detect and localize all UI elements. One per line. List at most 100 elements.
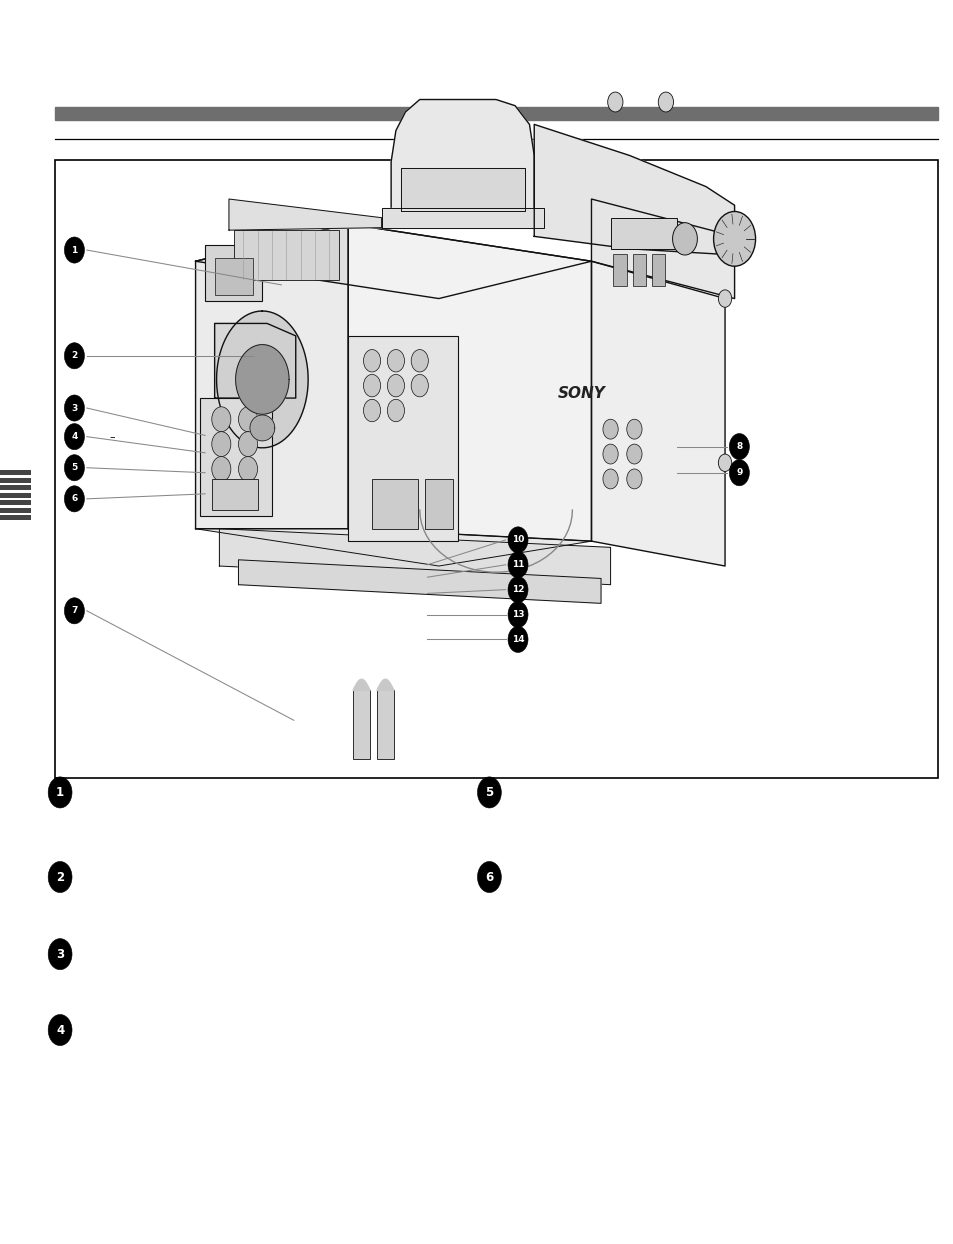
Circle shape [48, 1015, 72, 1045]
Text: 4: 4 [56, 1024, 64, 1036]
Text: 1: 1 [71, 245, 77, 255]
Text: 3: 3 [56, 948, 64, 960]
Text: 14: 14 [511, 634, 524, 644]
Polygon shape [591, 261, 724, 566]
Circle shape [411, 350, 428, 372]
Bar [55, 107, 937, 121]
Polygon shape [214, 323, 295, 398]
Circle shape [728, 434, 749, 460]
Text: 10: 10 [512, 535, 523, 545]
Text: 6: 6 [485, 871, 493, 883]
Circle shape [48, 776, 72, 809]
Polygon shape [353, 679, 370, 690]
Circle shape [65, 597, 84, 624]
Polygon shape [219, 529, 610, 585]
Bar [372, 479, 417, 529]
Circle shape [212, 457, 231, 481]
Circle shape [507, 627, 528, 653]
Bar [214, 258, 253, 295]
Polygon shape [250, 415, 274, 440]
Circle shape [65, 342, 84, 368]
Circle shape [363, 374, 380, 397]
Bar [0, 478, 31, 483]
Circle shape [411, 374, 428, 397]
Circle shape [65, 236, 84, 264]
Polygon shape [391, 100, 534, 224]
Circle shape [65, 423, 84, 450]
Text: –: – [110, 432, 115, 442]
Circle shape [363, 399, 380, 422]
Bar [0, 470, 31, 475]
Circle shape [507, 527, 528, 554]
Bar [233, 230, 338, 280]
Circle shape [238, 432, 257, 457]
Bar [632, 254, 645, 286]
Circle shape [602, 469, 618, 489]
Polygon shape [195, 529, 591, 566]
Bar [205, 245, 262, 301]
Circle shape [476, 861, 501, 893]
Polygon shape [534, 124, 734, 255]
Polygon shape [591, 199, 734, 299]
Circle shape [65, 394, 84, 420]
Text: 5: 5 [485, 786, 493, 799]
Bar [0, 493, 31, 498]
Text: 9: 9 [736, 468, 741, 478]
Circle shape [476, 776, 501, 809]
Text: 11: 11 [511, 560, 524, 570]
Circle shape [718, 290, 731, 307]
Circle shape [672, 223, 697, 255]
Text: 2: 2 [71, 351, 77, 361]
Circle shape [48, 938, 72, 970]
Text: 2: 2 [56, 871, 64, 883]
Circle shape [363, 350, 380, 372]
Polygon shape [235, 345, 289, 414]
Polygon shape [400, 168, 524, 211]
Circle shape [507, 552, 528, 577]
Polygon shape [348, 224, 591, 541]
Circle shape [212, 432, 231, 457]
Text: 4: 4 [71, 432, 77, 442]
Circle shape [387, 399, 404, 422]
Circle shape [626, 469, 641, 489]
Bar [348, 336, 457, 541]
Circle shape [387, 350, 404, 372]
Polygon shape [195, 224, 591, 299]
Bar [55, 160, 937, 779]
Bar [212, 479, 257, 510]
Circle shape [65, 454, 84, 481]
Text: 5: 5 [71, 463, 77, 473]
Circle shape [713, 211, 755, 266]
Circle shape [602, 444, 618, 464]
Polygon shape [195, 224, 348, 529]
Bar [0, 500, 31, 505]
Text: 3: 3 [71, 403, 77, 413]
Polygon shape [238, 560, 600, 603]
Circle shape [626, 419, 641, 439]
Text: 7: 7 [71, 606, 77, 616]
Circle shape [728, 460, 749, 486]
Bar [651, 254, 664, 286]
Text: 8: 8 [736, 442, 741, 452]
Bar [353, 690, 370, 759]
Bar [613, 254, 626, 286]
Bar [0, 515, 31, 520]
Circle shape [238, 407, 257, 432]
Circle shape [48, 861, 72, 893]
Bar [610, 218, 677, 249]
Polygon shape [229, 199, 381, 230]
Bar [424, 479, 453, 529]
Text: 13: 13 [511, 610, 524, 620]
Circle shape [602, 419, 618, 439]
Bar [200, 398, 272, 516]
Circle shape [238, 457, 257, 481]
Text: 6: 6 [71, 494, 77, 504]
Text: 12: 12 [511, 585, 524, 595]
Polygon shape [381, 208, 543, 228]
Circle shape [607, 92, 622, 112]
Circle shape [212, 407, 231, 432]
Polygon shape [376, 679, 394, 690]
Bar [376, 690, 394, 759]
Circle shape [718, 454, 731, 471]
Text: 1: 1 [56, 786, 64, 799]
